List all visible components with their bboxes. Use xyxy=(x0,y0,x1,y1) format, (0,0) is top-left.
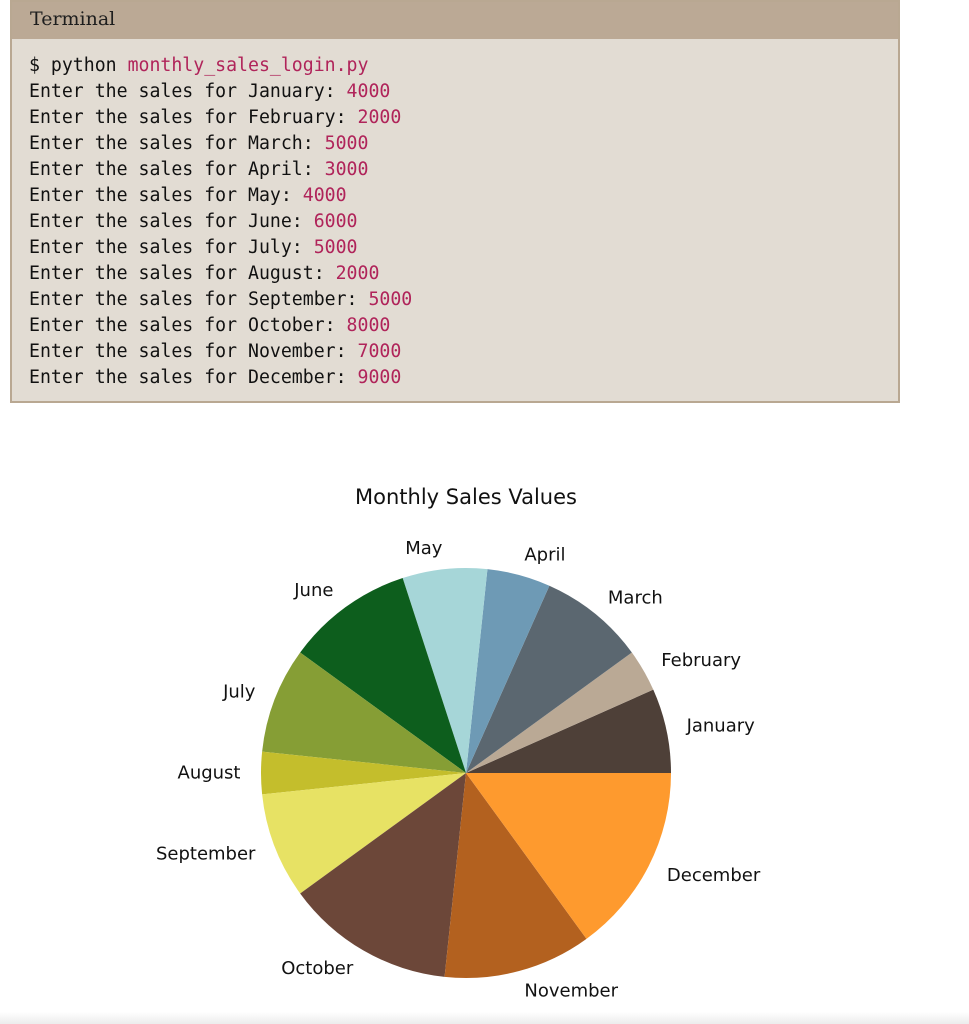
pie-slice-february xyxy=(466,652,654,773)
line-text: Enter the sales for January: xyxy=(29,81,347,102)
terminal-line: Enter the sales for February: 2000 xyxy=(29,105,898,131)
pie-slice-december xyxy=(466,773,671,939)
pie-label-july: July xyxy=(222,682,256,703)
pie-label-august: August xyxy=(178,763,241,784)
pie-label-june: June xyxy=(293,580,333,601)
pie-labels: January February March April May June July Augu… xyxy=(156,538,761,1001)
terminal-line: Enter the sales for October: 8000 xyxy=(29,313,898,339)
line-text: Enter the sales for October: xyxy=(29,315,347,336)
terminal-line: Enter the sales for January: 4000 xyxy=(29,79,898,105)
terminal-title: Terminal xyxy=(12,2,898,39)
line-value: 6000 xyxy=(313,211,358,232)
pie-slices xyxy=(260,567,671,979)
terminal-line: Enter the sales for June: 6000 xyxy=(29,209,898,235)
chart-title: Monthly Sales Values xyxy=(355,485,577,509)
line-value: 4000 xyxy=(302,185,347,206)
terminal-line: Enter the sales for August: 2000 xyxy=(29,261,898,287)
line-value: 8000 xyxy=(346,315,391,336)
line-text: Enter the sales for November: xyxy=(29,341,358,362)
line-value: 7000 xyxy=(357,341,402,362)
line-value: 2000 xyxy=(357,107,402,128)
line-text: Enter the sales for August: xyxy=(29,263,336,284)
line-value: 2000 xyxy=(335,263,380,284)
pie-slice-march xyxy=(466,585,632,773)
pie-slice-august xyxy=(260,751,466,795)
line-text: Enter the sales for June: xyxy=(29,211,314,232)
terminal-window: Terminal $ python monthly_sales_login.py… xyxy=(10,0,900,403)
line-text: Enter the sales for May: xyxy=(29,185,303,206)
line-value: 5000 xyxy=(324,133,369,154)
terminal-line: Enter the sales for March: 5000 xyxy=(29,131,898,157)
line-text: Enter the sales for December: xyxy=(29,367,358,388)
line-text: Enter the sales for February: xyxy=(29,107,358,128)
pie-slice-june xyxy=(300,578,466,773)
pie-label-october: October xyxy=(281,958,354,979)
pie-chart-container: Monthly Sales Values January February Marc… xyxy=(0,430,969,1024)
pie-label-november: November xyxy=(524,980,618,1001)
pie-label-september: September xyxy=(156,843,256,864)
pie-label-january: January xyxy=(686,716,756,737)
pie-label-february: February xyxy=(661,650,741,671)
bottom-edge xyxy=(0,1012,969,1024)
pie-label-december: December xyxy=(667,865,761,886)
terminal-line: Enter the sales for September: 5000 xyxy=(29,287,898,313)
terminal-line: Enter the sales for April: 3000 xyxy=(29,157,898,183)
line-text: Enter the sales for April: xyxy=(29,159,325,180)
line-text: Enter the sales for March: xyxy=(29,133,325,154)
pie-slice-september xyxy=(262,773,466,894)
terminal-command-line: $ python monthly_sales_login.py xyxy=(29,53,898,79)
terminal-output: $ python monthly_sales_login.py Enter the… xyxy=(12,39,898,391)
line-text: Enter the sales for September: xyxy=(29,289,369,310)
pie-label-april: April xyxy=(524,545,565,566)
pie-label-march: March xyxy=(608,587,663,608)
pie-slice-july xyxy=(262,652,466,773)
line-value: 3000 xyxy=(324,159,369,180)
terminal-line: Enter the sales for May: 4000 xyxy=(29,183,898,209)
line-value: 5000 xyxy=(313,237,358,258)
line-value: 5000 xyxy=(368,289,413,310)
line-value: 9000 xyxy=(357,367,402,388)
terminal-line: Enter the sales for July: 5000 xyxy=(29,235,898,261)
pie-slice-october xyxy=(300,773,466,977)
line-text: Enter the sales for July: xyxy=(29,237,314,258)
line-value: 4000 xyxy=(346,81,391,102)
terminal-line: Enter the sales for December: 9000 xyxy=(29,365,898,391)
terminal-line: Enter the sales for November: 7000 xyxy=(29,339,898,365)
terminal-prompt: $ python xyxy=(29,55,128,76)
pie-slice-january xyxy=(466,689,671,773)
pie-slice-november xyxy=(444,773,587,979)
pie-label-may: May xyxy=(405,538,443,559)
pie-chart: Monthly Sales Values January February Marc… xyxy=(156,485,761,1001)
pie-slice-april xyxy=(466,569,550,773)
terminal-command: monthly_sales_login.py xyxy=(127,55,369,76)
pie-slice-may xyxy=(402,567,488,773)
